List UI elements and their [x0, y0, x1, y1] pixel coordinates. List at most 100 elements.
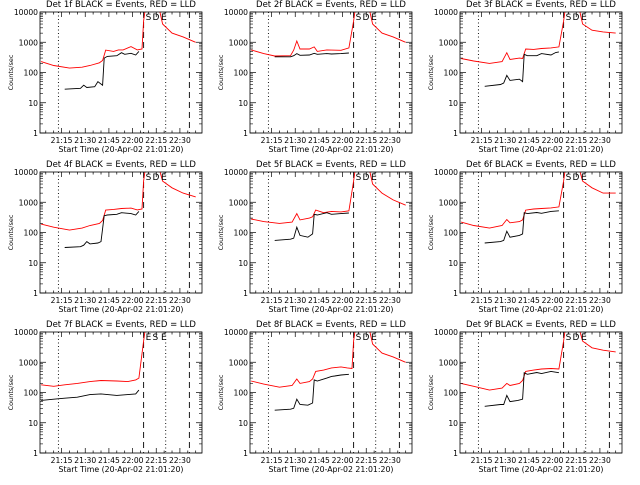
y-tick-label: 10000	[434, 8, 458, 17]
x-tick-label: 22:15	[145, 456, 167, 465]
x-tick-label: 22:15	[145, 136, 167, 145]
marker-label: S	[146, 173, 152, 183]
marker-label: S	[356, 173, 362, 183]
marker-label: E	[161, 13, 167, 23]
y-tick-label: 1000	[19, 358, 38, 367]
y-tick-label: 10000	[224, 168, 248, 177]
y-tick-label: 1	[243, 449, 248, 458]
x-tick-label: 21:45	[308, 296, 330, 305]
y-tick-label: 10000	[14, 8, 38, 17]
marker-label: D	[363, 333, 370, 343]
marker-label: D	[573, 333, 580, 343]
events-series-line	[64, 211, 140, 248]
lld-series-line	[40, 12, 196, 69]
x-tick-label: 21:15	[261, 136, 283, 145]
x-tick-label: 22:15	[565, 296, 587, 305]
plot-frame	[249, 331, 413, 454]
marker-label: E	[146, 333, 152, 343]
marker-label: S	[566, 333, 572, 343]
x-tick-label: 21:15	[471, 136, 493, 145]
plot-frame	[249, 171, 413, 294]
marker-label: E	[371, 333, 377, 343]
y-tick-label: 1	[33, 449, 38, 458]
marker-label: D	[363, 173, 370, 183]
y-tick-label: 100	[24, 69, 39, 78]
y-tick-label: 100	[24, 229, 39, 238]
x-tick-label: 21:15	[51, 136, 73, 145]
events-series-line	[484, 370, 559, 407]
lld-series-line	[461, 12, 616, 64]
plot-area	[460, 172, 616, 293]
plot-area	[461, 12, 616, 133]
panel-3: Det 3f BLACK = Events, RED = LLD S D E 1 10 10…	[427, 0, 623, 154]
plot-frame	[39, 11, 203, 134]
y-tick-label: 100	[444, 69, 459, 78]
marker-label: E	[371, 13, 377, 23]
x-tick-label: 22:30	[379, 456, 401, 465]
x-tick-label: 21:30	[74, 456, 96, 465]
y-tick-label: 1000	[19, 198, 38, 207]
y-tick-label: 100	[444, 229, 459, 238]
y-axis-label: Counts/sec	[217, 374, 225, 410]
x-tick-label: 22:30	[169, 456, 191, 465]
y-tick-label: 10000	[224, 8, 248, 17]
y-axis-label: Counts/sec	[217, 54, 225, 90]
x-tick-label: 22:15	[355, 136, 377, 145]
marker-label: S	[146, 13, 152, 23]
x-tick-label: 21:30	[494, 296, 516, 305]
plot-area	[41, 332, 190, 453]
lld-series-line	[40, 172, 196, 231]
marker-label: D	[153, 13, 160, 23]
marker-label: D	[573, 13, 580, 23]
y-tick-label: 10	[28, 419, 38, 428]
x-tick-label: 21:30	[284, 456, 306, 465]
x-tick-label: 21:15	[51, 296, 73, 305]
panel-4: Det 4f BLACK = Events, RED = LLD S D E 1 10 10…	[7, 160, 203, 314]
y-tick-label: 1000	[229, 198, 248, 207]
y-tick-label: 1	[453, 129, 458, 138]
panel-title: Det 4f BLACK = Events, RED = LLD	[46, 160, 196, 170]
marker-label: D	[153, 173, 160, 183]
x-tick-label: 22:00	[122, 136, 144, 145]
x-tick-label: 21:15	[471, 456, 493, 465]
y-axis-label: Counts/sec	[427, 54, 435, 90]
x-tick-label: 22:15	[145, 296, 167, 305]
plot-frame	[249, 11, 413, 134]
marker-label: S	[356, 333, 362, 343]
plot-frame	[39, 331, 203, 454]
x-tick-label: 21:45	[518, 296, 540, 305]
events-series-line	[64, 51, 140, 90]
lld-series-line	[250, 12, 406, 57]
lld-series-line	[250, 332, 406, 388]
x-tick-label: 21:15	[51, 456, 73, 465]
panel-1: Det 1f BLACK = Events, RED = LLD S D E 1 10 10…	[7, 0, 203, 154]
plot-frame	[459, 331, 623, 454]
y-tick-label: 10000	[224, 328, 248, 337]
x-tick-label: 21:15	[471, 296, 493, 305]
x-tick-label: 22:30	[169, 296, 191, 305]
y-axis-label: Counts/sec	[7, 374, 15, 410]
y-tick-label: 10000	[14, 328, 38, 337]
x-tick-label: 22:00	[542, 136, 564, 145]
y-tick-label: 100	[24, 389, 39, 398]
y-tick-label: 100	[234, 229, 249, 238]
lld-series-line	[251, 172, 406, 224]
marker-label: E	[161, 333, 167, 343]
x-tick-label: 21:30	[494, 456, 516, 465]
marker-label: S	[356, 13, 362, 23]
x-axis-label: Start Time (20-Apr-02 21:01:20)	[269, 145, 394, 154]
x-tick-label: 21:30	[74, 136, 96, 145]
x-tick-label: 22:15	[355, 456, 377, 465]
events-series-line	[274, 373, 349, 411]
y-tick-label: 10	[238, 99, 248, 108]
x-tick-label: 21:15	[261, 296, 283, 305]
panel-5: Det 5f BLACK = Events, RED = LLD S D E 1 10 10…	[217, 160, 413, 314]
plot-frame	[459, 11, 623, 134]
x-tick-label: 22:15	[355, 296, 377, 305]
marker-label: E	[161, 173, 167, 183]
x-tick-label: 21:45	[98, 136, 120, 145]
plot-area	[460, 332, 616, 453]
panel-title: Det 3f BLACK = Events, RED = LLD	[466, 0, 616, 10]
